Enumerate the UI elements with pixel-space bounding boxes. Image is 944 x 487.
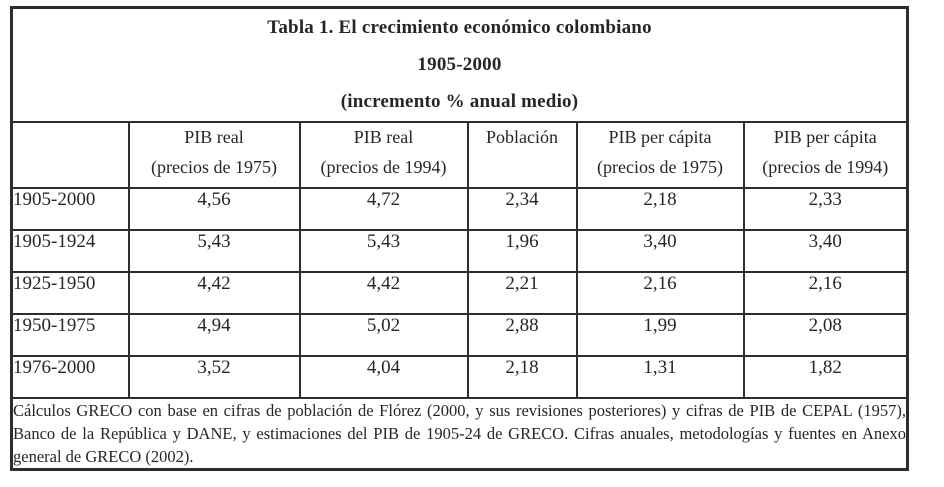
footnote-row: Cálculos GRECO con base en cifras de pob… [10,397,909,471]
value-cell: 2,34 [466,187,578,231]
period-label: 1905-2000 [10,187,130,231]
value-cell: 3,40 [575,229,745,273]
col-header-pib-real-1975: PIB real (precios de 1975) [127,121,301,189]
value-cell: 2,16 [575,271,745,315]
table-subtitle-unit: (incremento % anual medio) [340,91,579,112]
col-label: Población [486,127,558,147]
value-cell: 5,43 [127,229,301,273]
period-label: 1950-1975 [10,313,130,357]
value-cell: 2,88 [466,313,578,357]
col-header-poblacion: Población [466,121,578,189]
col-sublabel: (precios de 1994) [320,157,447,177]
corner-cell [10,121,130,189]
value-cell: 4,72 [298,187,469,231]
value-cell: 2,08 [742,313,909,357]
value-cell: 4,42 [298,271,469,315]
col-label: PIB per cápita [608,127,712,147]
value-cell: 2,16 [742,271,909,315]
value-cell: 1,31 [575,355,745,399]
table-row-1925-1950: 1925-1950 4,42 4,42 2,21 2,16 2,16 [10,271,909,315]
value-cell: 3,40 [742,229,909,273]
value-cell: 4,94 [127,313,301,357]
value-cell: 4,42 [127,271,301,315]
value-cell: 2,21 [466,271,578,315]
period-label: 1976-2000 [10,355,130,399]
value-cell: 1,99 [575,313,745,357]
value-cell: 1,82 [742,355,909,399]
table-row-1905-1924: 1905-1924 5,43 5,43 1,96 3,40 3,40 [10,229,909,273]
value-cell: 3,52 [127,355,301,399]
period-label: 1925-1950 [10,271,130,315]
col-sublabel: (precios de 1975) [597,157,723,177]
value-cell: 2,18 [466,355,578,399]
col-sublabel: (precios de 1975) [151,157,277,177]
value-cell: 5,43 [298,229,469,273]
col-header-pib-per-capita-1975: PIB per cápita (precios de 1975) [575,121,745,189]
col-sublabel: (precios de 1994) [762,157,889,177]
value-cell: 4,04 [298,355,469,399]
table-row-1905-2000: 1905-2000 4,56 4,72 2,34 2,18 2,33 [10,187,909,231]
col-header-pib-real-1994: PIB real (precios de 1994) [298,121,469,189]
table-title: Tabla 1. El crecimiento económico colomb… [267,17,652,38]
title-row: Tabla 1. El crecimiento económico colomb… [10,6,909,123]
value-cell: 5,02 [298,313,469,357]
table-row-1950-1975: 1950-1975 4,94 5,02 2,88 1,99 2,08 [10,313,909,357]
header-row: PIB real (precios de 1975) PIB real (pre… [10,121,909,189]
economic-growth-table: Tabla 1. El crecimiento económico colomb… [10,6,909,471]
table-row-1976-2000: 1976-2000 3,52 4,04 2,18 1,31 1,82 [10,355,909,399]
table-footnote: Cálculos GRECO con base en cifras de pob… [10,397,909,471]
table-title-cell: Tabla 1. El crecimiento económico colomb… [10,6,909,123]
col-label: PIB real [353,127,414,147]
col-label: PIB real [184,127,244,147]
col-label: PIB per cápita [773,127,877,147]
value-cell: 2,18 [575,187,745,231]
col-header-pib-per-capita-1994: PIB per cápita (precios de 1994) [742,121,909,189]
table-subtitle-period: 1905-2000 [417,54,502,75]
value-cell: 2,33 [742,187,909,231]
value-cell: 1,96 [466,229,578,273]
period-label: 1905-1924 [10,229,130,273]
value-cell: 4,56 [127,187,301,231]
